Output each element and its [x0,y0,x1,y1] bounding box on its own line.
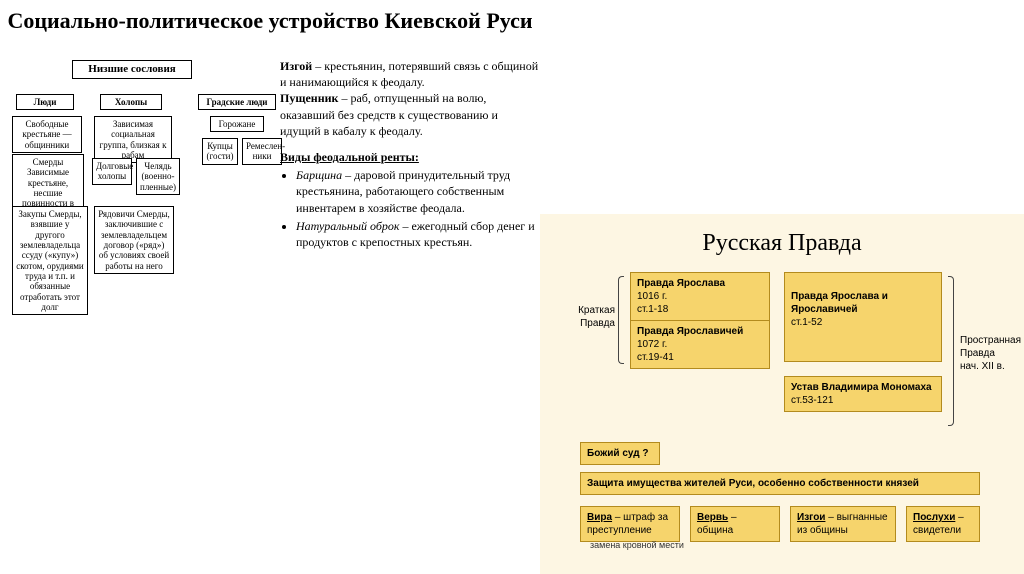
fc-col3-head: Градские люди [198,94,276,110]
yarich-st: ст.19-41 [637,352,674,363]
def-obrok: Натуральный оброк – ежегодный сбор денег… [296,218,540,250]
def-pushennik: Пущенник – раб, отпущенный на волю, оказ… [280,90,540,139]
fc-root: Низшие сословия [72,60,192,79]
term-bar: Барщина [296,168,342,182]
fc-c2-b3: Рядовичи Смерды, заключившие с землевлад… [94,206,174,274]
def-izgoy: Изгой – крестьянин, потерявший связь с о… [280,58,540,90]
caption-zamena: замена кровной мести [590,540,684,550]
fc-c2-b2a: Долговые холопы [92,158,132,185]
renta-heading: Виды феодальной ренты: [280,149,540,165]
box-verv: Вервь – община [690,506,780,542]
box-izgoi: Изгои – выгнанные из общины [790,506,896,542]
box-combined: Правда Ярослава и Ярославичей ст.1-52 [784,272,942,362]
poslukhi-t: Послухи [913,512,955,523]
fc-c1-b1: Свободные крестьяне — общинники [12,116,82,153]
vira-t: Вира [587,512,612,523]
label-kratkaya: Краткая Правда [560,304,615,330]
label-prostrannaya: Пространная Правда нач. XII в. [960,334,1020,373]
yar-date: 1016 г. [637,291,667,302]
box-poslukhi: Послухи – свидетели [906,506,980,542]
bracket-right [948,276,954,426]
box-protect: Защита имущества жителей Руси, особенно … [580,472,980,495]
bracket-left [618,276,624,364]
fc-c3-b2b: Ремеслен- ники [242,138,282,165]
fc-col1-head: Люди [16,94,74,110]
verv-t: Вервь [697,512,728,523]
fc-c3-b1: Горожане [210,116,264,132]
page-title: Социально-политическое устройство Киевск… [0,0,540,38]
yar-st: ст.1-18 [637,304,668,315]
protect-text: Защита имущества жителей Руси, особенно … [587,478,919,489]
box-pravda-yaroslava: Правда Ярослава 1016 г. ст.1-18 [630,272,770,321]
fc-c1-b3: Закупы Смерды, взявшие у другого землевл… [12,206,88,315]
box-pravda-yaroslavichey: Правда Ярославичей 1072 г. ст.19-41 [630,320,770,369]
term-izgoy: Изгой [280,59,312,73]
def-barshchina: Барщина – даровой принудительный труд кр… [296,167,540,216]
izgoi-t: Изгои [797,512,825,523]
box-vira: Вира – штраф за преступление [580,506,680,542]
fc-c2-b1: Зависимая социальная группа, близкая к р… [94,116,172,163]
term-push: Пущенник [280,91,338,105]
comb-st: ст.1-52 [791,317,822,328]
fc-col2-head: Холопы [100,94,162,110]
yar-title: Правда Ярослава [637,278,725,289]
yarich-title: Правда Ярославичей [637,326,743,337]
term-obrok: Натуральный оброк [296,219,399,233]
definitions-block: Изгой – крестьянин, потерявший связь с о… [280,58,540,252]
box-bozhiy-sud: Божий суд ? [580,442,660,465]
pravda-title: Русская Правда [540,214,1024,271]
ustav-st: ст.53-121 [791,395,833,406]
russkaya-pravda-panel: Русская Правда Краткая Правда Пространна… [540,214,1024,574]
sud-text: Божий суд ? [587,448,648,459]
fc-c3-b2a: Купцы (гости) [202,138,238,165]
yarich-date: 1072 г. [637,339,667,350]
box-ustav: Устав Владимира Мономаха ст.53-121 [784,376,942,412]
comb-title: Правда Ярослава и Ярославичей [791,291,888,315]
fc-c2-b2b: Челядь (военно-пленные) [136,158,180,195]
hierarchy-flowchart: Низшие сословия Люди Холопы Градские люд… [12,60,272,184]
text-izgoy: – крестьянин, потерявший связь с общиной… [280,59,538,89]
ustav-title: Устав Владимира Мономаха [791,382,932,393]
